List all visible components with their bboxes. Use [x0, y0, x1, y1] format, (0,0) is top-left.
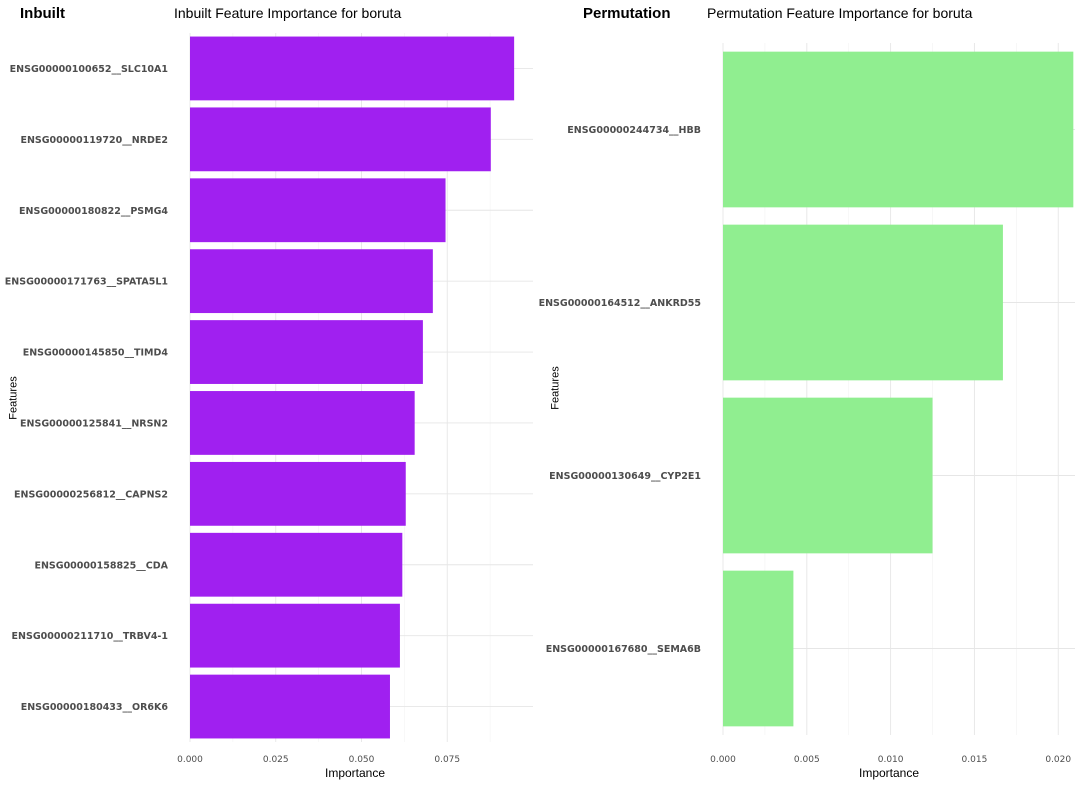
panel-tag: Inbuilt	[20, 5, 65, 22]
category-label: ENSG00000180433__OR6K6	[21, 702, 169, 713]
category-label: ENSG00000100652__SLC10A1	[10, 64, 168, 75]
bar	[190, 603, 400, 668]
x-tick-label: 0.050	[349, 755, 375, 765]
category-label: ENSG00000256812__CAPNS2	[14, 489, 168, 500]
x-tick-label: 0.075	[434, 755, 460, 765]
category-label: ENSG00000130649__CYP2E1	[549, 471, 701, 482]
category-label: ENSG00000125841__NRSN2	[20, 418, 168, 429]
inbuilt-plot: ENSG00000100652__SLC10A1 ENSG00000119720_…	[5, 33, 533, 765]
chart-title: Permutation Feature Importance for borut…	[707, 5, 973, 21]
bar	[190, 532, 403, 597]
category-label: ENSG00000164512__ANKRD55	[539, 298, 701, 309]
bar	[723, 397, 933, 554]
permutation-panel: Permutation Permutation Feature Importan…	[539, 0, 1080, 785]
panel-tag: Permutation	[583, 5, 671, 22]
x-tick-label: 0.015	[962, 755, 988, 765]
bar	[723, 51, 1074, 208]
x-tick-label: 0.005	[794, 755, 820, 765]
x-tick-label: 0.025	[263, 755, 289, 765]
bar	[190, 674, 390, 739]
bar	[190, 249, 433, 314]
bar	[190, 320, 423, 384]
category-label: ENSG00000167680__SEMA6B	[546, 644, 701, 655]
x-tick-label: 0.020	[1045, 755, 1071, 765]
bar	[190, 36, 515, 101]
category-label: ENSG00000119720__NRDE2	[20, 135, 168, 146]
category-label: ENSG00000158825__CDA	[34, 560, 168, 571]
category-label: ENSG00000171763__SPATA5L1	[5, 277, 168, 288]
inbuilt-panel: Inbuilt Inbuilt Feature Importance for b…	[5, 5, 533, 780]
category-label: ENSG00000211710__TRBV4-1	[12, 631, 168, 642]
bar	[190, 178, 446, 243]
bar	[190, 461, 406, 526]
x-tick-label: 0.010	[878, 755, 904, 765]
category-label: ENSG00000180822__PSMG4	[19, 206, 168, 217]
chart-title: Inbuilt Feature Importance for boruta	[174, 5, 402, 21]
category-label: ENSG00000145850__TIMD4	[23, 348, 169, 359]
permutation-plot: ENSG00000244734__HBB ENSG00000164512__ANK…	[539, 43, 1075, 765]
x-tick-label: 0.000	[710, 755, 736, 765]
bar	[190, 107, 491, 172]
x-axis-label: Importance	[859, 766, 920, 780]
category-label: ENSG00000244734__HBB	[567, 125, 701, 136]
x-tick-label: 0.000	[177, 755, 203, 765]
bar	[723, 224, 1003, 381]
bar	[723, 570, 794, 727]
bar	[190, 391, 415, 455]
x-axis-label: Importance	[325, 766, 386, 780]
